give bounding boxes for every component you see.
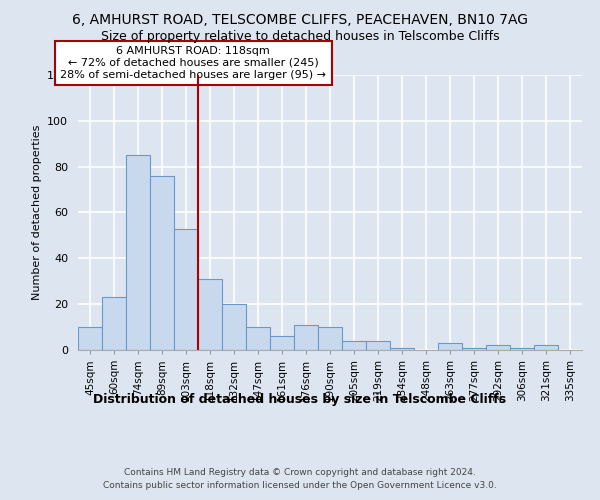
Text: Contains public sector information licensed under the Open Government Licence v3: Contains public sector information licen… [103,482,497,490]
Bar [438,343,462,350]
Text: Distribution of detached houses by size in Telscombe Cliffs: Distribution of detached houses by size … [94,394,506,406]
Bar [486,346,510,350]
Text: 6 AMHURST ROAD: 118sqm
← 72% of detached houses are smaller (245)
28% of semi-de: 6 AMHURST ROAD: 118sqm ← 72% of detached… [60,46,326,80]
Bar [390,348,414,350]
Bar [366,341,390,350]
Bar [270,336,294,350]
Bar [510,348,534,350]
Bar [534,346,558,350]
Text: Contains HM Land Registry data © Crown copyright and database right 2024.: Contains HM Land Registry data © Crown c… [124,468,476,477]
Bar [198,279,222,350]
Bar [342,341,366,350]
Bar [126,155,150,350]
Bar [294,325,318,350]
Text: Size of property relative to detached houses in Telscombe Cliffs: Size of property relative to detached ho… [101,30,499,43]
Bar [246,327,270,350]
Bar [78,327,102,350]
Bar [318,327,342,350]
Bar [222,304,246,350]
Bar [174,228,198,350]
Y-axis label: Number of detached properties: Number of detached properties [32,125,41,300]
Bar [102,298,126,350]
Text: 6, AMHURST ROAD, TELSCOMBE CLIFFS, PEACEHAVEN, BN10 7AG: 6, AMHURST ROAD, TELSCOMBE CLIFFS, PEACE… [72,12,528,26]
Bar [150,176,174,350]
Bar [462,348,486,350]
